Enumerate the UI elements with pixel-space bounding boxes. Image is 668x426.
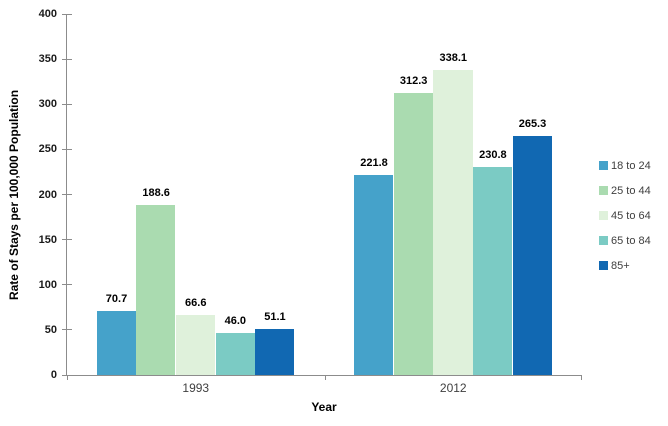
y-tick-label: 100 bbox=[38, 278, 57, 291]
bar bbox=[473, 166, 513, 375]
y-tick-label: 350 bbox=[38, 53, 57, 66]
x-category-label: 1993 bbox=[182, 381, 210, 395]
legend-swatch bbox=[599, 261, 608, 270]
y-tick-mark bbox=[62, 239, 72, 241]
legend-item: 25 to 44 bbox=[599, 178, 651, 203]
y-tick-label: 150 bbox=[38, 233, 57, 246]
bar-value-label: 230.8 bbox=[479, 148, 507, 161]
bar-value-label: 312.3 bbox=[399, 75, 428, 88]
y-tick-mark bbox=[62, 58, 72, 60]
y-tick-label: 50 bbox=[44, 323, 57, 336]
legend-label: 65 to 84 bbox=[611, 234, 651, 247]
x-tick-mark bbox=[67, 375, 68, 380]
bar bbox=[215, 333, 255, 375]
legend-item: 85+ bbox=[599, 253, 651, 278]
legend-item: 65 to 84 bbox=[599, 228, 651, 253]
bar bbox=[393, 93, 433, 375]
y-tick-mark bbox=[62, 13, 72, 15]
bar-value-label: 66.6 bbox=[185, 296, 207, 309]
y-tick-mark bbox=[62, 103, 72, 105]
y-tick-label: 300 bbox=[38, 98, 57, 111]
plot-area: 0 50 100 150 200 250 300 350 400 1993 2012 70.7 188.… bbox=[39, 8, 582, 395]
bar bbox=[512, 135, 552, 375]
legend-item: 45 to 64 bbox=[599, 203, 651, 228]
legend-swatch bbox=[599, 236, 608, 245]
x-tick-mark bbox=[324, 375, 326, 380]
bar-value-label: 338.1 bbox=[439, 51, 468, 64]
bar bbox=[136, 204, 176, 375]
legend-swatch bbox=[599, 211, 608, 220]
x-tick-mark bbox=[581, 375, 582, 380]
x-axis-title: Year bbox=[311, 400, 337, 414]
y-tick-mark bbox=[62, 148, 72, 150]
y-tick-mark bbox=[62, 329, 72, 331]
bar-value-label: 51.1 bbox=[264, 310, 286, 323]
y-axis-title: Rate of Stays per 100,000 Population bbox=[7, 89, 21, 301]
legend: 18 to 24 25 to 44 45 to 64 65 to 84 85+ bbox=[599, 153, 651, 278]
legend-swatch bbox=[599, 161, 608, 170]
bar bbox=[354, 174, 394, 375]
bar-value-label: 221.8 bbox=[360, 156, 388, 169]
bar-value-label: 70.7 bbox=[105, 293, 128, 306]
y-tick-label: 0 bbox=[50, 369, 57, 381]
legend-item: 18 to 24 bbox=[599, 153, 651, 178]
y-tick-mark bbox=[62, 284, 72, 286]
bar-value-label: 188.6 bbox=[142, 186, 170, 199]
legend-label: 85+ bbox=[611, 259, 630, 272]
x-category-label: 2012 bbox=[439, 381, 467, 395]
bar bbox=[175, 314, 216, 375]
legend-swatch bbox=[599, 186, 608, 195]
y-tick-label: 400 bbox=[38, 8, 57, 20]
bar bbox=[96, 311, 136, 375]
y-tick-label: 250 bbox=[38, 143, 57, 156]
bar bbox=[433, 69, 473, 375]
legend-label: 18 to 24 bbox=[611, 159, 651, 172]
bar bbox=[255, 328, 295, 375]
bar-value-label: 265.3 bbox=[518, 117, 547, 130]
y-tick-label: 200 bbox=[38, 188, 57, 201]
y-tick-mark bbox=[62, 194, 72, 195]
legend-label: 45 to 64 bbox=[611, 209, 651, 222]
legend-label: 25 to 44 bbox=[611, 184, 651, 197]
bar-value-label: 46.0 bbox=[224, 315, 247, 328]
